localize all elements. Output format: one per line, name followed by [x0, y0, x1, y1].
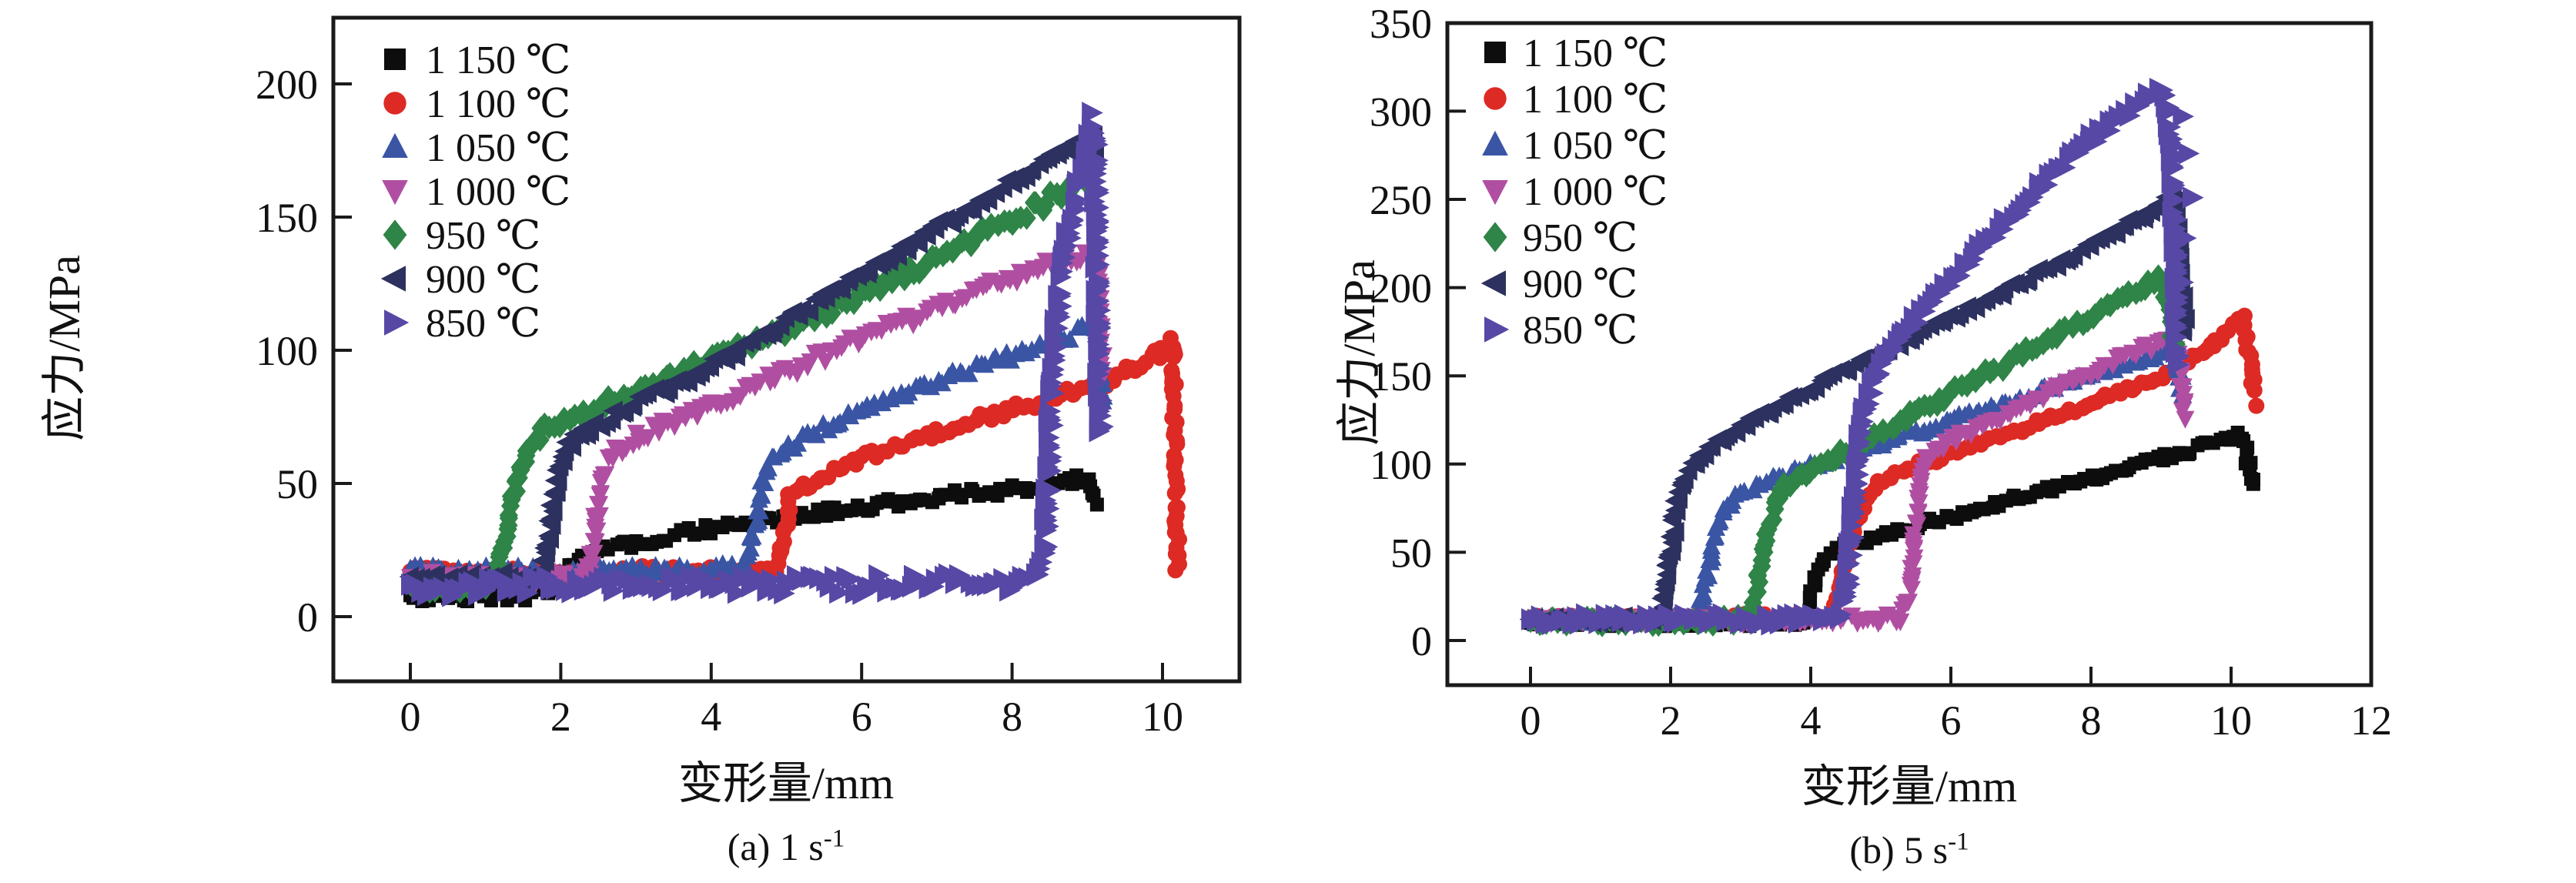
legend-label-a: 900 ℃	[426, 258, 540, 302]
x-tick-label-a: 10	[1142, 694, 1183, 740]
legend-label-a: 1 150 ℃	[426, 38, 570, 82]
x-tick-label-b: 10	[2210, 697, 2252, 744]
y-tick-label-a: 200	[256, 62, 318, 108]
y-tick-label-b: 250	[1370, 177, 1432, 223]
legend-label-b: 950 ℃	[1523, 216, 1638, 260]
y-tick-label-b: 200	[1370, 266, 1432, 312]
chart-b: 0 2 4 6 8 10 12 0 50 100 150 200 250 300 350 1 150 ℃1 1…	[1370, 1, 2392, 744]
caption-b-superscript: -1	[1948, 828, 1969, 856]
series-group-a	[399, 102, 1188, 609]
x-tick-label-b: 4	[1801, 697, 1822, 744]
caption-a-text: (a) 1 s	[727, 825, 824, 868]
series-group-b	[1519, 78, 2265, 637]
x-tick-label-a: 6	[851, 694, 872, 740]
series-b-950℃	[1521, 264, 2186, 637]
x-tick-label-a: 2	[550, 694, 571, 740]
y-axis-label-a: 应力/MPa	[39, 255, 89, 441]
y-tick-label-b: 300	[1370, 89, 1432, 135]
plot-frame-b	[1445, 21, 2374, 687]
axes-b: 0 2 4 6 8 10 12 0 50 100 150 200 250 300 350	[1370, 1, 2392, 744]
y-tick-label-a: 0	[297, 594, 318, 641]
y-tick-label-b: 100	[1370, 442, 1432, 488]
y-tick-label-b: 50	[1390, 530, 1432, 576]
caption-b-text: (b) 5 s	[1849, 828, 1949, 871]
y-axis-label-b: 应力/MPa	[1334, 259, 1384, 446]
legend-label-b: 1 000 ℃	[1523, 170, 1668, 214]
series-b-850℃	[1521, 78, 2204, 636]
series-a-850℃	[401, 102, 1114, 607]
legend-label-a: 1 000 ℃	[426, 170, 570, 214]
legend-label-a: 1 100 ℃	[426, 82, 570, 126]
x-axis-label-a: 变形量/mm	[677, 758, 895, 808]
legend-label-a: 1 050 ℃	[426, 126, 570, 170]
y-tick-label-a: 150	[256, 195, 318, 241]
x-tick-label-b: 6	[1941, 697, 1962, 744]
x-tick-label-a: 4	[701, 694, 721, 740]
legend-label-b: 900 ℃	[1523, 263, 1638, 306]
x-tick-label-a: 8	[1002, 694, 1022, 740]
x-axis-label-b: 变形量/mm	[1801, 761, 2018, 811]
series-b-1150℃	[1524, 425, 2260, 634]
y-tick-label-b: 150	[1370, 353, 1432, 400]
x-tick-label-b: 12	[2350, 697, 2392, 744]
legend-label-b: 1 150 ℃	[1523, 32, 1668, 75]
caption-b: (b) 5 s-1	[1849, 828, 1969, 872]
legend-label-b: 850 ℃	[1523, 309, 1638, 353]
caption-a: (a) 1 s-1	[728, 824, 845, 869]
caption-a-superscript: -1	[823, 824, 845, 853]
y-tick-label-a: 100	[256, 328, 318, 374]
x-tick-label-a: 0	[400, 694, 421, 740]
legend-label-b: 1 050 ℃	[1523, 124, 1668, 168]
x-tick-label-b: 8	[2081, 697, 2102, 744]
legend-label-a: 850 ℃	[426, 302, 540, 346]
y-tick-label-a: 50	[276, 461, 318, 507]
legend-label-a: 950 ℃	[426, 214, 540, 258]
y-tick-label-b: 350	[1370, 1, 1432, 47]
x-tick-label-b: 2	[1661, 697, 1681, 744]
legend-label-b: 1 100 ℃	[1523, 78, 1668, 122]
y-tick-label-b: 0	[1411, 618, 1432, 664]
x-tick-label-b: 0	[1521, 697, 1541, 744]
